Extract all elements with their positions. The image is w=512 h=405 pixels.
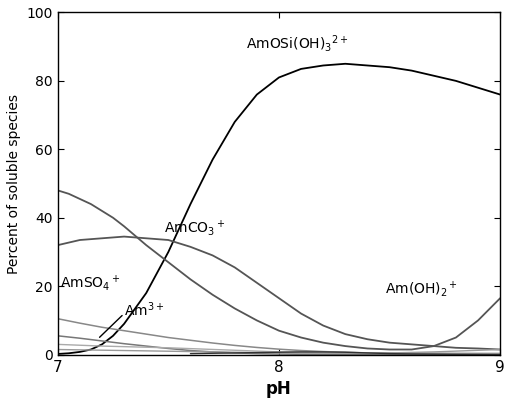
Text: AmSO$_4$$^+$: AmSO$_4$$^+$ xyxy=(60,273,120,293)
X-axis label: pH: pH xyxy=(266,380,292,398)
Y-axis label: Percent of soluble species: Percent of soluble species xyxy=(7,94,21,273)
Text: Am(OH)$_2$$^+$: Am(OH)$_2$$^+$ xyxy=(385,280,458,299)
Text: Am$^{3+}$: Am$^{3+}$ xyxy=(124,301,164,320)
Text: AmOSi(OH)$_3$$^{2+}$: AmOSi(OH)$_3$$^{2+}$ xyxy=(246,33,349,54)
Text: AmCO$_3$$^+$: AmCO$_3$$^+$ xyxy=(164,218,225,238)
